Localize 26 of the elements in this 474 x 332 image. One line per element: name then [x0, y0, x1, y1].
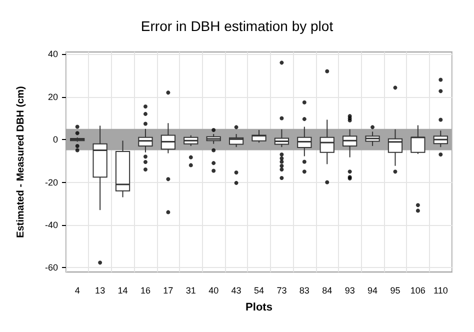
x-tick-label: 17 — [163, 286, 174, 296]
y-axis-title: Estimated - Measured DBH (cm) — [16, 86, 26, 238]
y-tick-label: 0 — [52, 134, 58, 145]
x-tick-label: 40 — [208, 286, 219, 296]
y-tick-label: -40 — [44, 220, 58, 230]
x-axis-title: Plots — [246, 302, 272, 314]
chart-title: Error in DBH estimation by plot — [140, 18, 334, 34]
x-tick-label: 31 — [186, 286, 196, 296]
x-tick-label: 95 — [390, 286, 400, 296]
y-tick-label: 20 — [48, 92, 58, 102]
x-tick-label: 93 — [344, 286, 355, 296]
x-tick-label: 16 — [140, 286, 150, 296]
y-tick-label: 40 — [48, 49, 58, 60]
x-tick-label: 110 — [433, 286, 448, 296]
x-tick-label: 106 — [410, 286, 426, 296]
x-tick-label: 43 — [231, 286, 242, 296]
x-tick-label: 54 — [254, 286, 264, 296]
x-tick-label: 4 — [74, 286, 80, 296]
x-tick-label: 94 — [368, 286, 378, 296]
x-tick-label: 13 — [95, 286, 106, 296]
y-tick-label: -20 — [44, 177, 58, 188]
y-tick-label: -60 — [44, 262, 58, 273]
x-tick-label: 73 — [276, 286, 287, 296]
x-tick-label: 14 — [118, 286, 128, 296]
x-tick-label: 84 — [322, 286, 332, 296]
x-tick-label: 83 — [299, 286, 310, 296]
